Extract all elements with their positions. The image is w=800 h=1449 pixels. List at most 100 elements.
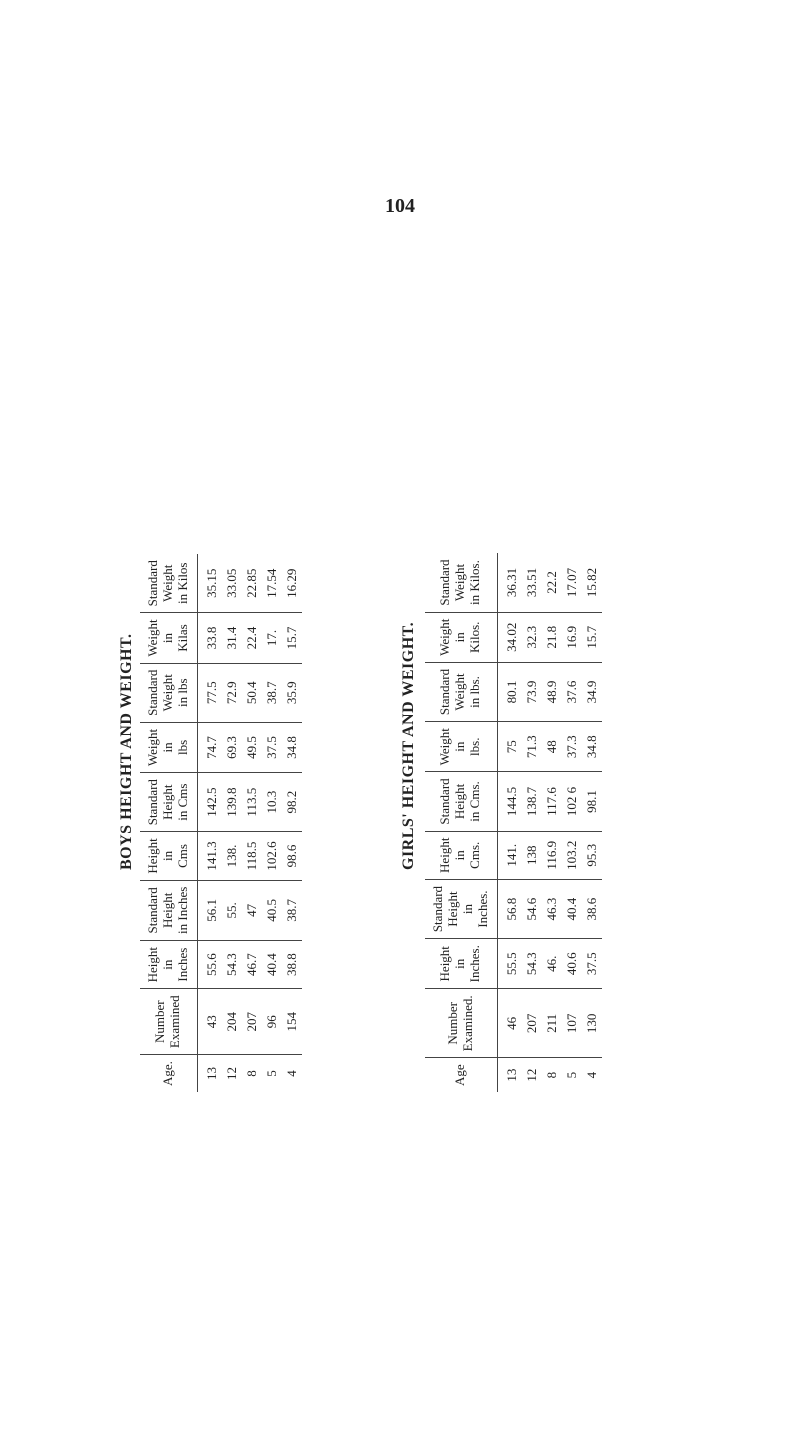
table-cell: 13 [502, 1058, 522, 1092]
column-header: HeightinInches. [425, 939, 497, 989]
table-cell: 38.7 [282, 880, 302, 940]
table-row: 134655.556.8141.144.57580.134.0236.31 [502, 553, 522, 1092]
table-cell: 75 [502, 722, 522, 772]
table-cell: 77.5 [202, 663, 222, 722]
column-header: StandardWeightin lbs [140, 663, 197, 722]
girls-table: AgeNumberExamined.HeightinInches.Standar… [425, 553, 602, 1092]
table-cell: 12 [222, 1055, 242, 1092]
table-cell: 16.9 [562, 612, 582, 662]
table-cell: 102 6 [562, 772, 582, 831]
column-header: Weightinlbs. [425, 722, 497, 772]
table-cell: 73.9 [522, 662, 542, 721]
table-cell: 96 [262, 989, 282, 1055]
table-cell: 8 [542, 1058, 562, 1092]
table-cell: 43 [202, 989, 222, 1055]
table-cell: 35.9 [282, 663, 302, 722]
table-cell: 102.6 [262, 832, 282, 880]
table-cell: 40.4 [262, 940, 282, 988]
table-row: 415438.838.798.698.234.835.915.716.29 [282, 554, 302, 1092]
column-header: StandardWeightin Kilos. [425, 553, 497, 612]
table-cell: 98.2 [282, 773, 302, 832]
column-header: WeightinKilos. [425, 612, 497, 662]
table-row: 1220754.354.6138138.771.373.932.333.51 [522, 553, 542, 1092]
table-cell: 21.8 [542, 612, 562, 662]
column-header: Age. [140, 1055, 197, 1092]
table-cell: 32.3 [522, 612, 542, 662]
table-cell: 55. [222, 880, 242, 940]
table-cell: 144.5 [502, 772, 522, 831]
table-cell: 37.3 [562, 722, 582, 772]
table-cell: 37.5 [262, 722, 282, 772]
table-cell: 55.6 [202, 940, 222, 988]
table-cell: 5 [262, 1055, 282, 1092]
column-header: HeightinCms [140, 832, 197, 880]
table-cell: 204 [222, 989, 242, 1055]
table-cell: 40.5 [262, 880, 282, 940]
table-cell: 13 [202, 1055, 222, 1092]
table-cell: 49.5 [242, 722, 262, 772]
table-cell: 22.2 [542, 553, 562, 612]
table-cell: 37.6 [562, 662, 582, 721]
table-cell: 5 [562, 1058, 582, 1092]
table-cell: 98.1 [582, 772, 602, 831]
table-row: 134355.656.1141.3142.574.777.533.835.15 [202, 554, 222, 1092]
table-cell: 116.9 [542, 831, 562, 879]
table-cell: 80.1 [502, 662, 522, 721]
boys-table: Age.NumberExaminedHeightinInchesStandard… [140, 554, 302, 1092]
table-cell: 33.51 [522, 553, 542, 612]
table-cell: 54.6 [522, 879, 542, 938]
table-cell: 72.9 [222, 663, 242, 722]
table-cell: 117.6 [542, 772, 562, 831]
table-cell: 139.8 [222, 773, 242, 832]
table-row: 821146.46.3116.9117.64848.921.822.2 [542, 553, 562, 1092]
table-cell: 15.82 [582, 553, 602, 612]
table-cell: 34.02 [502, 612, 522, 662]
column-header: NumberExamined [140, 989, 197, 1055]
column-header: StandardHeightin Cms [140, 773, 197, 832]
column-header: HeightinCms. [425, 831, 497, 879]
table-cell: 37.5 [582, 939, 602, 989]
column-header: Age [425, 1058, 497, 1092]
table-cell: 46 [502, 989, 522, 1058]
table-cell: 16.29 [282, 554, 302, 613]
table-row: 820746.747118.5113.549.550.422.422.85 [242, 554, 262, 1092]
table-cell: 22.85 [242, 554, 262, 613]
table-cell: 46. [542, 939, 562, 989]
table-cell: 46.7 [242, 940, 262, 988]
table-cell: 33.05 [222, 554, 242, 613]
table-cell: 12 [522, 1058, 542, 1092]
table-cell: 138. [222, 832, 242, 880]
table-row: 510740.640.4103.2102 637.337.616.917.07 [562, 553, 582, 1092]
table-cell: 130 [582, 989, 602, 1058]
table-cell: 113.5 [242, 773, 262, 832]
table-cell: 34.8 [282, 722, 302, 772]
table-cell: 138 [522, 831, 542, 879]
boys-table-wrap: Age.NumberExaminedHeightinInchesStandard… [140, 554, 302, 1092]
table-cell: 15.7 [582, 612, 602, 662]
table-cell: 98.6 [282, 832, 302, 880]
column-header: StandardHeightin Inches [140, 880, 197, 940]
table-cell: 154 [282, 989, 302, 1055]
boys-table-title: BOYS HEIGHT AND WEIGHT. [118, 634, 136, 870]
table-cell: 107 [562, 989, 582, 1058]
table-cell: 38.7 [262, 663, 282, 722]
table-cell: 138.7 [522, 772, 542, 831]
girls-table-title: GIRLS' HEIGHT AND WEIGHT. [400, 622, 418, 870]
girls-table-wrap: AgeNumberExamined.HeightinInches.Standar… [425, 553, 602, 1092]
table-cell: 36.31 [502, 553, 522, 612]
table-cell: 118.5 [242, 832, 262, 880]
table-cell: 95.3 [582, 831, 602, 879]
table-cell: 40.4 [562, 879, 582, 938]
table-cell: 17.54 [262, 554, 282, 613]
table-row: 59640.440.5102.610.337.538.717.17.54 [262, 554, 282, 1092]
table-cell: 34.9 [582, 662, 602, 721]
table-cell: 34.8 [582, 722, 602, 772]
table-cell: 38.6 [582, 879, 602, 938]
table-cell: 74.7 [202, 722, 222, 772]
table-cell: 31.4 [222, 613, 242, 663]
table-cell: 17. [262, 613, 282, 663]
table-header-row: AgeNumberExamined.HeightinInches.Standar… [425, 553, 497, 1092]
table-cell: 40.6 [562, 939, 582, 989]
page-number: 104 [0, 195, 800, 218]
table-row: 413037.538.695.398.134.834.915.715.82 [582, 553, 602, 1092]
